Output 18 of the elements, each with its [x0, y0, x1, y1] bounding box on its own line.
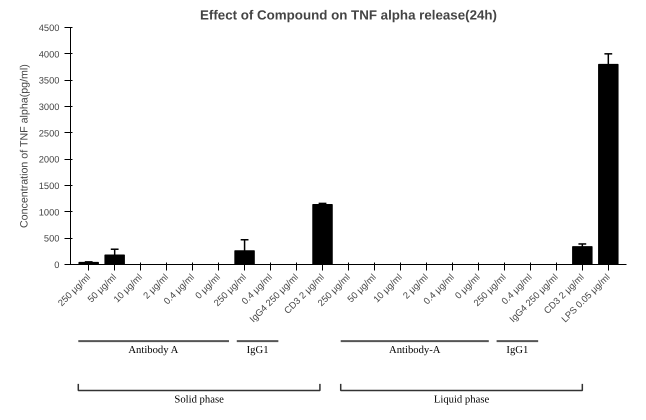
text: Solid phase: [174, 394, 224, 406]
y-tick-label: 2000: [38, 154, 60, 165]
y-tick-label: 4500: [38, 23, 60, 33]
y-tick-label: 500: [44, 234, 60, 244]
y-tick-label: 2500: [38, 128, 60, 138]
text: IgG1: [506, 345, 528, 356]
text: Antibody A: [128, 345, 179, 356]
chart-title: Effect of Compound on TNF alpha release(24h): [200, 8, 497, 22]
text: Antibody-A: [389, 345, 441, 356]
y-tick-label: 0: [54, 260, 60, 270]
y-tick-label: 3500: [38, 76, 60, 86]
y-tick-label: 3000: [38, 102, 60, 112]
y-tick-label: 1500: [38, 181, 60, 191]
text: Liquid phase: [434, 394, 490, 406]
y-axis-title: Concentration of TNF alpha(pg/ml): [18, 64, 31, 228]
y-tick-label: 1000: [38, 207, 60, 218]
text: IgG1: [246, 345, 269, 356]
y-tick-label: 4000: [38, 49, 60, 60]
